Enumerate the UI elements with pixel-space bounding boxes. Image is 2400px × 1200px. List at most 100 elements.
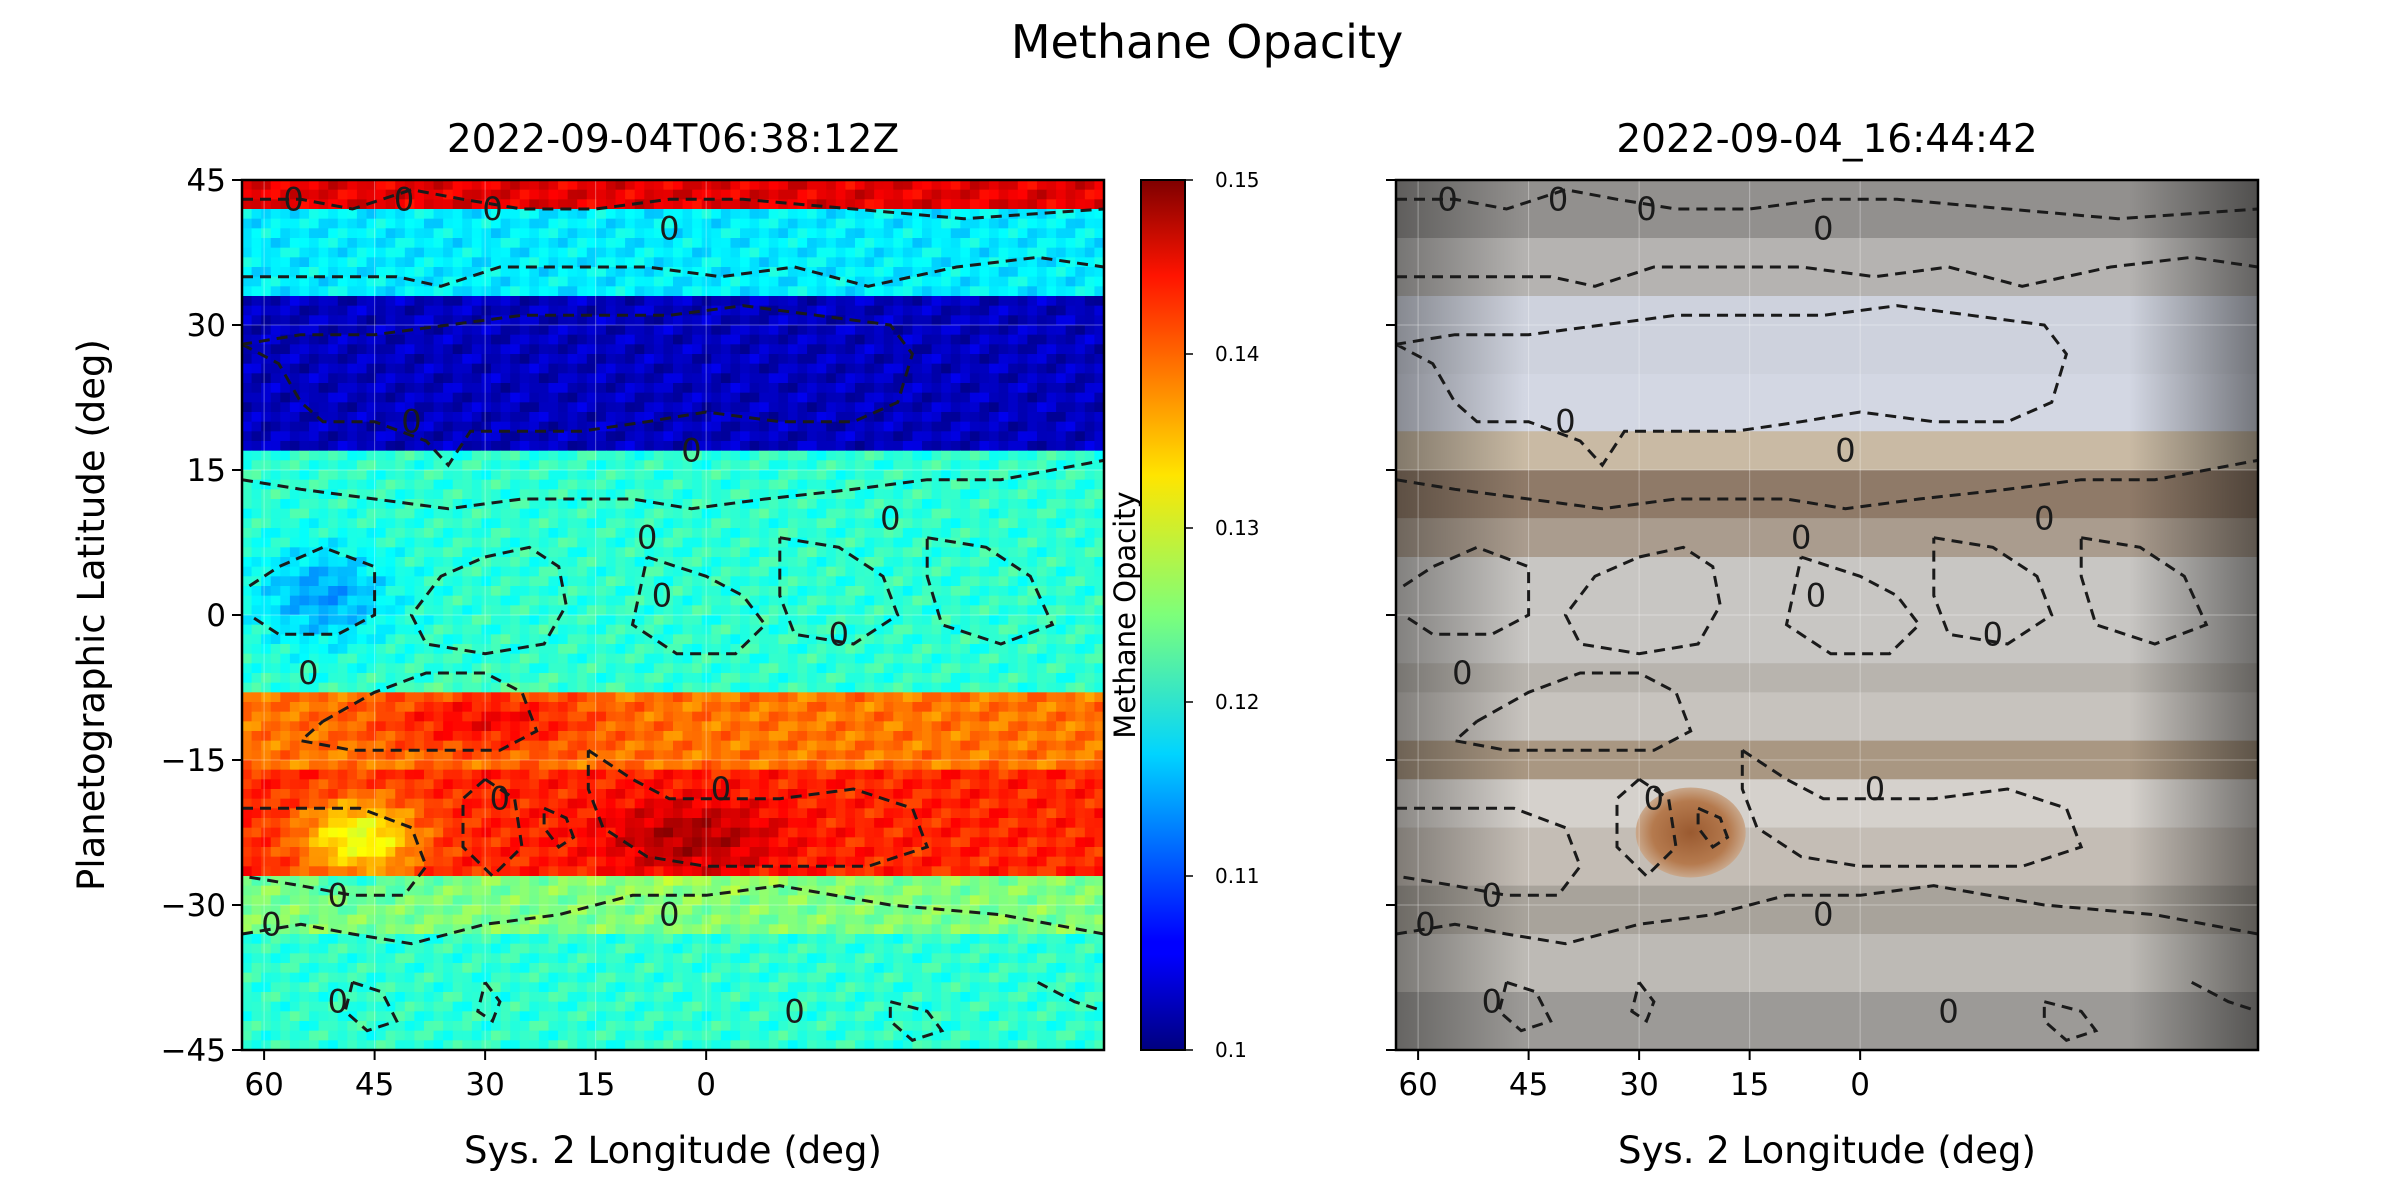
heatmap-cell <box>807 450 818 461</box>
heatmap-cell <box>673 479 684 490</box>
heatmap-cell <box>586 460 597 471</box>
heatmap-cell <box>768 296 779 307</box>
heatmap-cell <box>596 180 607 191</box>
heatmap-cell <box>1094 402 1104 413</box>
heatmap-cell <box>510 218 521 229</box>
heatmap-cell <box>491 537 502 548</box>
heatmap-cell <box>615 305 626 316</box>
heatmap-cell <box>242 199 253 210</box>
heatmap-cell <box>385 383 396 394</box>
heatmap-cell <box>644 528 655 539</box>
heatmap-cell <box>807 673 818 684</box>
heatmap-cell <box>366 373 377 384</box>
heatmap-cell <box>1017 576 1028 587</box>
heatmap-cell <box>673 566 684 577</box>
heatmap-cell <box>337 315 348 326</box>
heatmap-cell <box>1056 557 1067 568</box>
heatmap-cell <box>538 315 550 326</box>
heatmap-cell <box>270 373 281 384</box>
heatmap-cell <box>615 624 626 635</box>
heatmap-cell <box>481 682 492 693</box>
heatmap-cell <box>720 238 732 249</box>
heatmap-cell <box>778 412 789 423</box>
heatmap-cell <box>615 296 626 307</box>
heatmap-cell <box>347 663 358 674</box>
heatmap-cell <box>309 315 320 326</box>
heatmap-cell <box>1094 373 1104 384</box>
heatmap-cell <box>1084 663 1096 674</box>
heatmap-cell <box>864 296 875 307</box>
heatmap-cell <box>864 595 875 606</box>
heatmap-cell <box>605 566 617 577</box>
heatmap-cell <box>922 276 933 287</box>
heatmap-cell <box>969 653 981 664</box>
heatmap-cell <box>605 315 617 326</box>
heatmap-cell <box>491 325 502 336</box>
heatmap-cell <box>701 460 712 471</box>
heatmap-cell <box>1017 460 1028 471</box>
heatmap-cell <box>491 566 502 577</box>
heatmap-cell <box>653 489 665 500</box>
heatmap-cell <box>720 441 732 452</box>
heatmap-cell <box>720 257 732 268</box>
heatmap-cell <box>510 634 521 645</box>
heatmap-cell <box>941 489 952 500</box>
heatmap-cell <box>356 373 368 384</box>
heatmap-cell <box>395 566 406 577</box>
heatmap-cell <box>711 325 722 336</box>
heatmap-cell <box>845 180 856 191</box>
heatmap-cell <box>299 218 310 229</box>
heatmap-cell <box>720 363 732 374</box>
heatmap-cell <box>376 286 387 297</box>
heatmap-cell <box>625 247 636 258</box>
heatmap-cell <box>998 218 1009 229</box>
heatmap-cell <box>1017 373 1028 384</box>
heatmap-cell <box>385 615 396 626</box>
heatmap-cell <box>385 450 396 461</box>
heatmap-cell <box>1027 257 1038 268</box>
heatmap-cell <box>941 479 952 490</box>
heatmap-cell <box>548 499 559 510</box>
heatmap-cell <box>816 663 827 674</box>
heatmap-cell <box>443 508 454 519</box>
heatmap-cell <box>529 547 540 558</box>
heatmap-cell <box>471 634 483 645</box>
heatmap-cell <box>299 663 310 674</box>
heatmap-cell <box>567 276 578 287</box>
heatmap-cell <box>740 354 751 365</box>
heatmap-cell <box>443 344 454 355</box>
heatmap-cell <box>1056 595 1067 606</box>
heatmap-cell <box>893 344 904 355</box>
heatmap-cell <box>922 528 933 539</box>
heatmap-cell <box>950 199 961 210</box>
heatmap-cell <box>414 286 425 297</box>
heatmap-cell <box>404 189 415 200</box>
heatmap-cell <box>328 373 339 384</box>
heatmap-cell <box>778 518 789 529</box>
heatmap-cell <box>902 615 914 626</box>
heatmap-cell <box>433 276 444 287</box>
heatmap-cell <box>1046 363 1057 374</box>
heatmap-cell <box>1065 199 1076 210</box>
heatmap-cell <box>797 431 808 442</box>
heatmap-cell <box>864 605 875 616</box>
heatmap-cell <box>1065 383 1076 394</box>
heatmap-cell <box>998 344 1009 355</box>
heatmap-cell <box>318 431 329 442</box>
heatmap-cell <box>452 711 463 722</box>
heatmap-cell <box>922 615 933 626</box>
heatmap-cell <box>864 557 875 568</box>
heatmap-cell <box>720 267 732 278</box>
heatmap-cell <box>395 286 406 297</box>
heatmap-cell <box>586 402 597 413</box>
heatmap-cell <box>404 547 415 558</box>
heatmap-cell <box>443 296 454 307</box>
heatmap-cell <box>596 566 607 577</box>
heatmap-cell <box>471 296 483 307</box>
heatmap-cell <box>998 702 1009 713</box>
heatmap-cell <box>242 566 253 577</box>
heatmap-cell <box>404 682 415 693</box>
heatmap-cell <box>854 653 866 664</box>
heatmap-cell <box>1036 586 1048 597</box>
heatmap-cell <box>1036 576 1048 587</box>
